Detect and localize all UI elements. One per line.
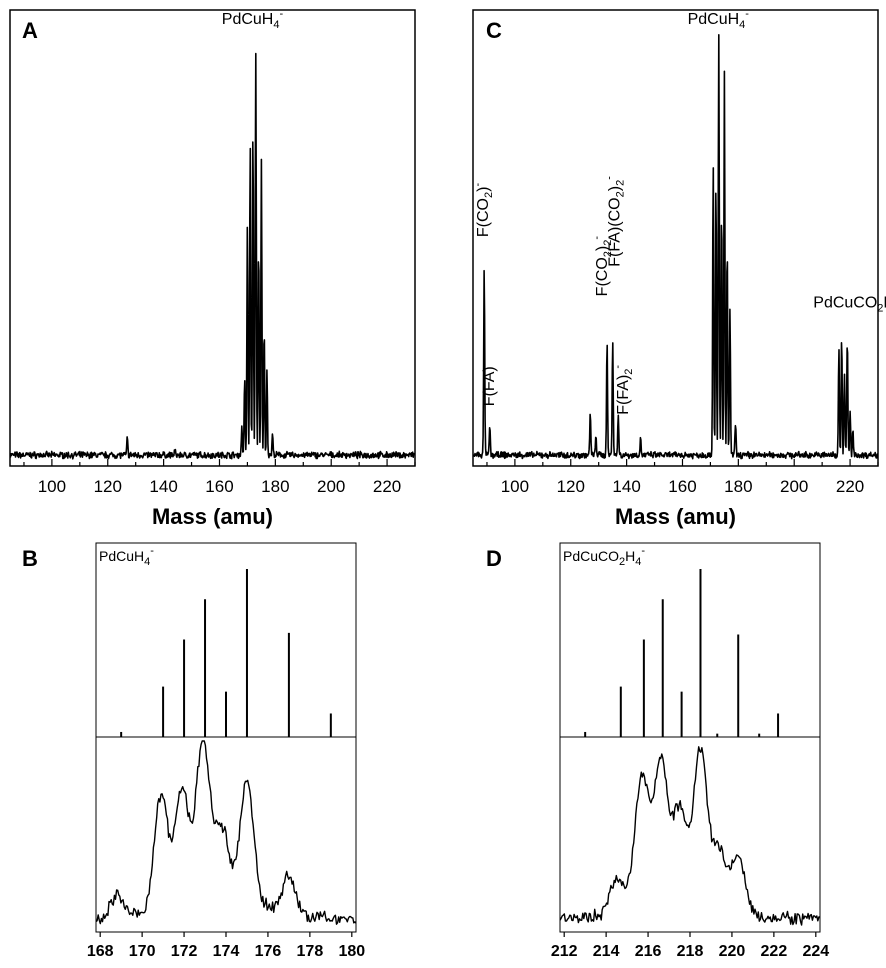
- label-part-sup: -: [612, 365, 624, 369]
- label-part-sup: -: [591, 236, 603, 240]
- label-part-text: PdCuCO: [563, 548, 619, 564]
- mass-spectrum-trace: [472, 33, 879, 460]
- label-part-sub: 2: [623, 369, 635, 375]
- x-tick-label: 180: [338, 943, 365, 960]
- peak-annotation-rotated: F(FA)2-: [612, 365, 635, 415]
- panel-d-letter: D: [486, 546, 502, 571]
- label-part-sub2: 2: [614, 180, 626, 186]
- label-part-tail: ): [606, 186, 623, 191]
- label-part-text: F(FA): [615, 375, 632, 415]
- mass-spectrum-trace: [9, 52, 416, 460]
- x-tick-label: 200: [317, 477, 345, 496]
- x-tick-label: 180: [261, 477, 289, 496]
- label-part-text: PdCuCO: [813, 294, 877, 311]
- label-part-text: F(CO: [475, 198, 492, 237]
- panel-b-letter: B: [22, 546, 38, 571]
- peak-annotation: F(FA)(CO2)2-: [603, 176, 626, 267]
- label-part-sub: 2: [602, 251, 614, 257]
- peak-annotation-rotated: F(FA)(CO2)2-: [603, 176, 626, 267]
- label-part-sup: -: [150, 545, 154, 557]
- label-part-text: F(FA)(CO: [606, 197, 623, 266]
- label-part-text: PdCuH: [99, 548, 144, 564]
- label-part-tail: H: [883, 294, 886, 311]
- isotope-label: PdCuH4-: [99, 545, 154, 568]
- label-part-tail: H: [625, 548, 635, 564]
- peak-annotation: PdCuH4-: [222, 8, 284, 31]
- label-part-sub: 4: [273, 19, 279, 31]
- label-part-sup: -: [641, 545, 645, 557]
- x-tick-label: 170: [129, 943, 156, 960]
- x-tick-label: 160: [668, 477, 696, 496]
- peak-annotation-rotated: F(CO2)2-: [591, 236, 614, 297]
- plot-frame: [472, 9, 879, 467]
- x-tick-label: 176: [255, 943, 282, 960]
- label-part-sub: 2: [614, 191, 626, 197]
- label-part-text: PdCuH: [688, 11, 740, 28]
- x-tick-label: 216: [635, 943, 662, 960]
- label-part-tail: ): [475, 187, 492, 192]
- label-part-text: F(CO: [594, 257, 611, 296]
- peak-annotation: F(CO2)-: [472, 183, 495, 238]
- x-tick-label: 212: [551, 943, 578, 960]
- label-part-tail: ): [594, 246, 611, 251]
- peak-annotation: PdCuH4-: [688, 8, 750, 31]
- panel-a-letter: A: [22, 18, 38, 43]
- plot-frame: [9, 9, 416, 467]
- x-tick-label: 224: [802, 943, 829, 960]
- x-tick-label: 200: [780, 477, 808, 496]
- peak-annotation: F(FA)2-: [612, 365, 635, 415]
- x-tick-label: 120: [557, 477, 585, 496]
- x-axis-title: Mass (amu): [152, 504, 273, 529]
- x-tick-label: 168: [87, 943, 114, 960]
- x-tick-label: 100: [501, 477, 529, 496]
- x-tick-label: 178: [297, 943, 324, 960]
- x-tick-label: 222: [761, 943, 788, 960]
- panel-d: D PdCuCO2H4- 212 214 216 218 220 222 224: [486, 542, 829, 960]
- label-part-sub: 2: [619, 556, 625, 568]
- label-part-sup: -: [478, 362, 490, 366]
- label-part-text: F(FA): [481, 366, 498, 406]
- x-tick-label: 220: [373, 477, 401, 496]
- label-part-sub2: 4: [635, 556, 641, 568]
- peak-annotation-rotated: F(CO2)-: [472, 183, 495, 238]
- experimental-trace: [559, 746, 821, 926]
- label-part-sub: 2: [877, 302, 883, 314]
- peak-annotation: F(FA)-: [478, 362, 498, 406]
- x-tick-label: 172: [171, 943, 198, 960]
- label-part-sup: -: [603, 176, 615, 180]
- x-tick-label: 140: [149, 477, 177, 496]
- label-part-sub: 2: [483, 192, 495, 198]
- experimental-trace: [95, 740, 357, 925]
- x-tick-label: 214: [593, 943, 620, 960]
- isotope-label: PdCuCO2H4-: [563, 545, 645, 568]
- x-tick-label: 120: [94, 477, 122, 496]
- x-tick-label: 218: [677, 943, 704, 960]
- panel-b: B PdCuH4- 168 170 172 174 176 178 180: [22, 542, 365, 960]
- panel-c-letter: C: [486, 18, 502, 43]
- label-part-sup: -: [745, 8, 749, 20]
- x-tick-label: 220: [836, 477, 864, 496]
- label-part-sub: 4: [739, 19, 745, 31]
- peak-annotation: PdCuCO2H4-: [813, 291, 886, 314]
- label-part-sub: 4: [144, 556, 150, 568]
- x-axis-title: Mass (amu): [615, 504, 736, 529]
- label-part-sup: -: [472, 183, 484, 187]
- peak-annotation-rotated: F(FA)-: [478, 362, 498, 406]
- x-tick-label: 160: [205, 477, 233, 496]
- x-tick-label: 100: [38, 477, 66, 496]
- x-tick-label: 180: [724, 477, 752, 496]
- x-tick-label: 220: [719, 943, 746, 960]
- label-part-sub2: 2: [602, 240, 614, 246]
- peak-annotation: F(CO2)2-: [591, 236, 614, 297]
- label-part-text: PdCuH: [222, 11, 274, 28]
- panel-a: A 100 120 140 160 180 200 220 Mass (amu) PdCuH4-: [9, 8, 416, 529]
- label-part-sup: -: [279, 8, 283, 20]
- x-tick-label: 174: [213, 943, 240, 960]
- x-tick-label: 140: [612, 477, 640, 496]
